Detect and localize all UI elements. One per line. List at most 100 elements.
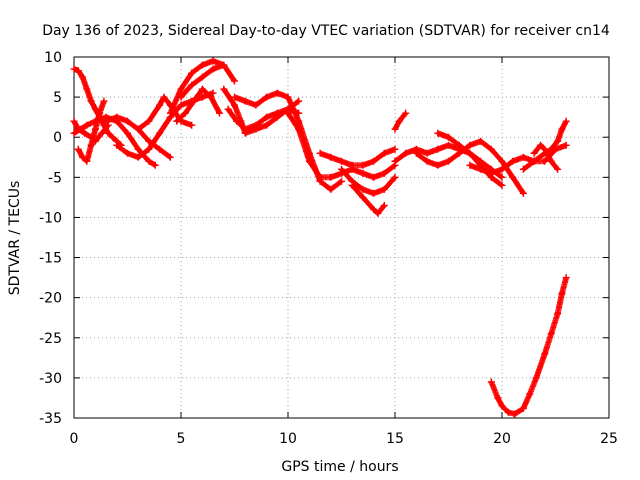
data-point (370, 189, 378, 197)
data-point (423, 157, 431, 165)
data-point (295, 97, 303, 105)
data-point (504, 408, 512, 416)
data-point (124, 117, 131, 125)
data-point (188, 121, 196, 129)
data-point (327, 185, 335, 193)
data-point (124, 129, 131, 137)
x-axis-label: GPS time / hours (281, 459, 398, 475)
data-point (348, 161, 356, 169)
data-point (391, 157, 399, 165)
plot-frame (73, 56, 610, 419)
x-tick-label: 25 (600, 431, 618, 447)
data-point (374, 209, 382, 217)
data-point (295, 125, 303, 133)
data-point (198, 61, 206, 69)
data-point (263, 93, 271, 101)
data-point (198, 73, 206, 81)
data-point (487, 378, 495, 386)
data-point (402, 109, 410, 117)
data-point (70, 65, 78, 73)
data-point (541, 350, 549, 358)
data-point (177, 93, 185, 101)
data-point (466, 141, 474, 149)
data-point (412, 149, 420, 157)
data-point (134, 125, 142, 133)
x-tick-label: 0 (70, 431, 79, 447)
series-arc-11 (220, 85, 303, 137)
data-point (445, 157, 452, 165)
y-tick-label: -25 (39, 331, 62, 347)
data-point (455, 149, 463, 157)
data-point (391, 125, 399, 133)
data-point (104, 129, 112, 137)
data-point (477, 137, 485, 145)
y-tick-label: 0 (53, 130, 62, 146)
y-tick-label: -10 (39, 210, 62, 226)
data-point (466, 161, 474, 169)
data-point (74, 67, 82, 75)
data-point (530, 157, 538, 165)
data-point (241, 125, 249, 133)
data-point (338, 165, 345, 173)
y-tick-label: -30 (39, 371, 62, 387)
data-point (477, 165, 485, 173)
series-arc-10 (173, 85, 224, 125)
data-point (209, 65, 217, 73)
data-point (316, 173, 324, 181)
series-arc-24 (530, 141, 562, 173)
data-point (87, 133, 95, 141)
data-point (526, 390, 534, 398)
data-point (558, 290, 566, 298)
data-point (509, 157, 517, 165)
axis-ticks: 0 5 10 15 20 25 -35 -30 -25 -20 -15 -10 -5 0 5 10 (39, 50, 618, 447)
data-point (224, 105, 232, 113)
data-point (519, 165, 527, 173)
data-point (498, 181, 506, 189)
data-point (434, 161, 442, 169)
data-point (273, 89, 281, 97)
data-point (530, 149, 538, 157)
data-point (252, 101, 260, 109)
data-point (166, 153, 174, 161)
data-point (263, 121, 271, 129)
data-point (70, 129, 78, 137)
data-point (554, 310, 562, 318)
data-point (562, 141, 570, 149)
data-point (113, 113, 121, 121)
data-point (327, 173, 335, 181)
x-tick-label: 10 (279, 431, 297, 447)
data-point (87, 141, 95, 149)
x-tick-label: 5 (177, 431, 186, 447)
data-point (391, 173, 399, 181)
data-point (87, 97, 95, 105)
data-point (83, 121, 91, 129)
data-point (380, 185, 388, 193)
data-point (338, 157, 345, 165)
data-point (370, 157, 378, 165)
data-point (166, 109, 174, 117)
data-point (79, 73, 87, 81)
data-point (498, 173, 506, 181)
series-arc-12 (224, 105, 303, 133)
data-point (220, 61, 228, 69)
data-point (338, 177, 345, 185)
data-point (359, 185, 367, 193)
data-point (207, 93, 215, 101)
data-point (487, 169, 495, 177)
series-arc-21 (434, 129, 506, 189)
series-arc-2 (74, 97, 108, 165)
series-arc-25 (487, 274, 570, 418)
data-point (316, 149, 324, 157)
data-point (124, 149, 131, 157)
data-point (359, 169, 367, 177)
data-point (380, 149, 388, 157)
y-tick-label: -5 (48, 170, 62, 186)
data-point (231, 101, 238, 109)
y-axis-label: SDTVAR / TECUs (7, 181, 23, 296)
data-point (455, 141, 463, 149)
data-point (380, 169, 388, 177)
data-point (96, 109, 104, 117)
data-point (156, 129, 164, 137)
data-point (91, 125, 99, 133)
